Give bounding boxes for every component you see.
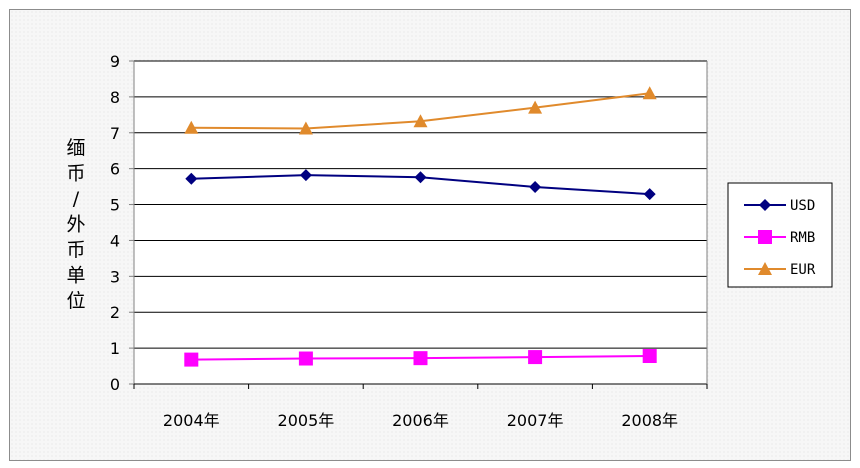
legend-item-eur: EUR bbox=[744, 262, 816, 278]
y-tick-label-9: 9 bbox=[110, 52, 120, 71]
legend-marker-rmb bbox=[758, 230, 772, 244]
data-point-rmb-1 bbox=[184, 352, 199, 367]
data-point-usd-3 bbox=[414, 171, 427, 184]
data-point-eur-4 bbox=[528, 100, 543, 114]
data-point-eur-3 bbox=[413, 114, 428, 128]
data-point-eur-5 bbox=[642, 86, 657, 100]
legend-label-usd: USD bbox=[790, 198, 815, 214]
y-tick-label-8: 8 bbox=[110, 88, 120, 107]
axes bbox=[129, 60, 708, 389]
legend-label-eur: EUR bbox=[790, 262, 816, 278]
y-axis-label-char-5: 币 bbox=[66, 239, 85, 261]
y-axis-label-char-1: 缅 bbox=[66, 137, 85, 159]
x-tick-label-2: 2005年 bbox=[278, 411, 335, 430]
y-tick-label-7: 7 bbox=[110, 124, 120, 143]
y-tick-label-5: 5 bbox=[110, 196, 120, 215]
data-point-usd-4 bbox=[529, 180, 542, 193]
y-axis-label-char-4: 外 bbox=[66, 214, 85, 236]
legend: USD RMB EUR bbox=[727, 182, 833, 288]
y-tick-labels: 0 1 2 3 4 5 6 7 8 9 bbox=[110, 52, 120, 394]
data-point-eur-2 bbox=[298, 121, 313, 135]
y-axis-label-char-3: / bbox=[73, 188, 80, 210]
x-tick-label-4: 2007年 bbox=[507, 411, 564, 430]
y-tick-label-1: 1 bbox=[110, 339, 120, 358]
series-rmb bbox=[184, 349, 657, 367]
x-tick-label-1: 2004年 bbox=[163, 411, 220, 430]
legend-box bbox=[727, 182, 833, 288]
y-tick-label-4: 4 bbox=[110, 231, 120, 250]
grid-lines bbox=[134, 60, 707, 349]
legend-label-rmb: RMB bbox=[790, 230, 815, 246]
data-point-rmb-3 bbox=[413, 351, 428, 366]
y-axis-label-char-6: 单 bbox=[66, 265, 85, 287]
series bbox=[184, 86, 657, 367]
y-axis-label-char-2: 币 bbox=[66, 163, 85, 185]
y-tick-label-2: 2 bbox=[110, 303, 120, 322]
x-tick-labels: 2004年 2005年 2006年 2007年 2008年 bbox=[163, 411, 678, 430]
x-tick-label-3: 2006年 bbox=[392, 411, 449, 430]
legend-item-rmb: RMB bbox=[744, 230, 815, 246]
data-point-rmb-5 bbox=[642, 349, 657, 364]
data-point-usd-5 bbox=[643, 188, 656, 201]
legend-item-usd: USD bbox=[744, 198, 815, 214]
series-eur bbox=[184, 86, 657, 135]
legend-marker-usd bbox=[759, 199, 771, 211]
plot-area bbox=[134, 61, 707, 384]
series-usd bbox=[185, 169, 656, 201]
data-point-eur-1 bbox=[184, 120, 199, 134]
y-tick-label-3: 3 bbox=[110, 267, 120, 286]
y-axis-label-char-7: 位 bbox=[66, 290, 85, 312]
data-point-rmb-4 bbox=[528, 350, 543, 365]
data-point-usd-2 bbox=[299, 169, 312, 182]
data-point-rmb-2 bbox=[298, 351, 313, 366]
legend-marker-eur bbox=[758, 262, 772, 275]
y-tick-label-0: 0 bbox=[110, 375, 120, 394]
x-tick-label-5: 2008年 bbox=[621, 411, 678, 430]
y-tick-label-6: 6 bbox=[110, 160, 120, 179]
data-point-usd-1 bbox=[185, 172, 198, 185]
